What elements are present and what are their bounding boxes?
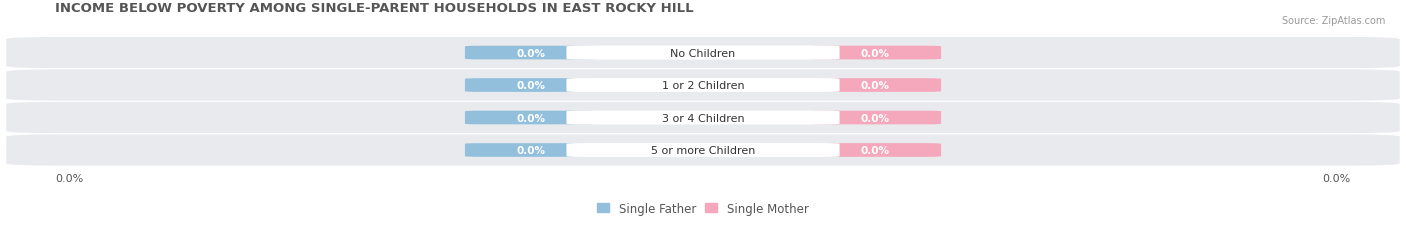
FancyBboxPatch shape [808, 79, 941, 92]
Text: 0.0%: 0.0% [55, 174, 83, 184]
Text: 0.0%: 0.0% [517, 113, 546, 123]
Text: 1 or 2 Children: 1 or 2 Children [662, 81, 744, 91]
Text: 0.0%: 0.0% [860, 113, 889, 123]
Text: 0.0%: 0.0% [517, 145, 546, 155]
Text: 3 or 4 Children: 3 or 4 Children [662, 113, 744, 123]
FancyBboxPatch shape [6, 135, 1400, 166]
FancyBboxPatch shape [808, 143, 941, 157]
FancyBboxPatch shape [465, 111, 598, 125]
FancyBboxPatch shape [567, 111, 839, 125]
Text: 0.0%: 0.0% [860, 145, 889, 155]
FancyBboxPatch shape [567, 46, 839, 60]
Text: 0.0%: 0.0% [860, 81, 889, 91]
FancyBboxPatch shape [465, 46, 598, 60]
Text: 0.0%: 0.0% [1323, 174, 1351, 184]
FancyBboxPatch shape [6, 70, 1400, 101]
FancyBboxPatch shape [808, 111, 941, 125]
FancyBboxPatch shape [567, 143, 839, 157]
Text: 0.0%: 0.0% [517, 81, 546, 91]
FancyBboxPatch shape [567, 79, 839, 93]
Legend: Single Father, Single Mother: Single Father, Single Mother [593, 197, 813, 220]
FancyBboxPatch shape [465, 79, 598, 92]
Text: 0.0%: 0.0% [860, 48, 889, 58]
Text: No Children: No Children [671, 48, 735, 58]
Text: 0.0%: 0.0% [517, 48, 546, 58]
Text: 5 or more Children: 5 or more Children [651, 145, 755, 155]
Text: INCOME BELOW POVERTY AMONG SINGLE-PARENT HOUSEHOLDS IN EAST ROCKY HILL: INCOME BELOW POVERTY AMONG SINGLE-PARENT… [55, 2, 695, 15]
FancyBboxPatch shape [465, 143, 598, 157]
Text: Source: ZipAtlas.com: Source: ZipAtlas.com [1281, 16, 1385, 26]
FancyBboxPatch shape [6, 103, 1400, 134]
FancyBboxPatch shape [6, 38, 1400, 69]
FancyBboxPatch shape [808, 46, 941, 60]
